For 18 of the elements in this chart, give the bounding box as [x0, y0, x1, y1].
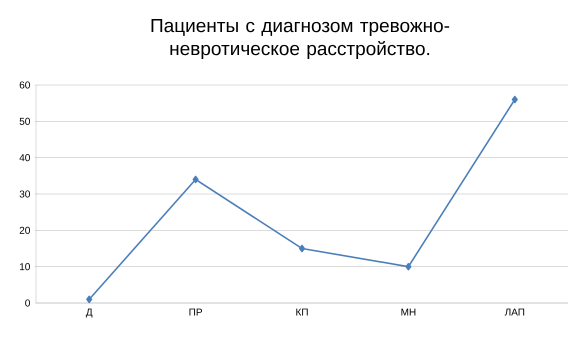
x-tick-label: ПР: [189, 308, 202, 316]
y-tick-label: 20: [20, 226, 30, 234]
x-tick-label: ЛАП: [504, 308, 524, 316]
point: [192, 176, 199, 184]
point: [86, 296, 92, 304]
chart-title: Пациенты с диагнозом тревожно-невротическое расстройство.: [152, 18, 450, 59]
x-tick-label: Д: [86, 308, 92, 318]
point: [512, 96, 518, 104]
y-tick-label: 0: [25, 299, 30, 307]
point: [405, 262, 412, 270]
y-tick-label: 30: [20, 190, 30, 198]
y-tick-label: 10: [20, 263, 30, 270]
y-tick-label: 60: [20, 81, 30, 89]
point: [298, 244, 306, 252]
y-tick-label: 40: [19, 154, 30, 162]
y-tick-label: 50: [20, 118, 30, 125]
x-tick-label: МН: [401, 308, 416, 316]
x-tick-label: КП: [296, 308, 308, 316]
